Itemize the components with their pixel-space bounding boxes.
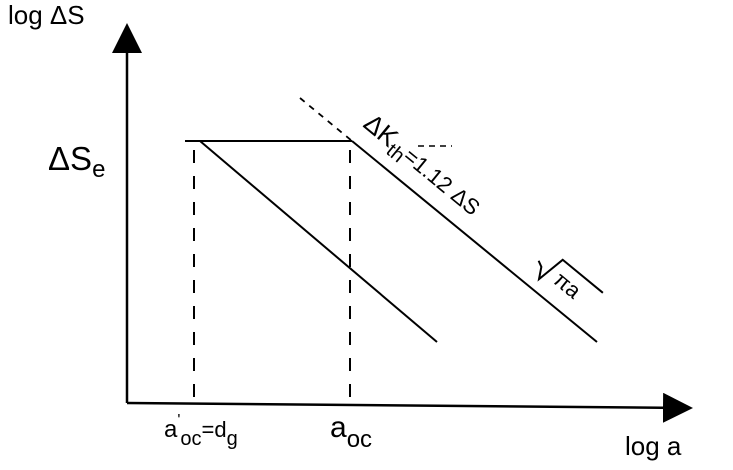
a-oc-label: aoc [330, 411, 372, 453]
square-root-sign [537, 258, 604, 294]
y-axis-label: log ΔS [8, 0, 85, 30]
svg-text:πa: πa [549, 267, 587, 304]
short-crack-line [199, 140, 438, 343]
svg-text:ΔKth=1.12 ΔS: ΔKth=1.12 ΔS [355, 107, 487, 225]
threshold-extension-dashed [299, 97, 353, 142]
x-axis-label: log a [625, 431, 682, 461]
x-axis [126, 392, 693, 423]
threshold-formula-label: ΔKth=1.12 ΔS πa [355, 107, 604, 304]
endurance-limit-label: ΔSe [48, 140, 105, 183]
a-oc-prime-label: a'oc=dg [164, 412, 238, 450]
threshold-line [351, 140, 598, 343]
